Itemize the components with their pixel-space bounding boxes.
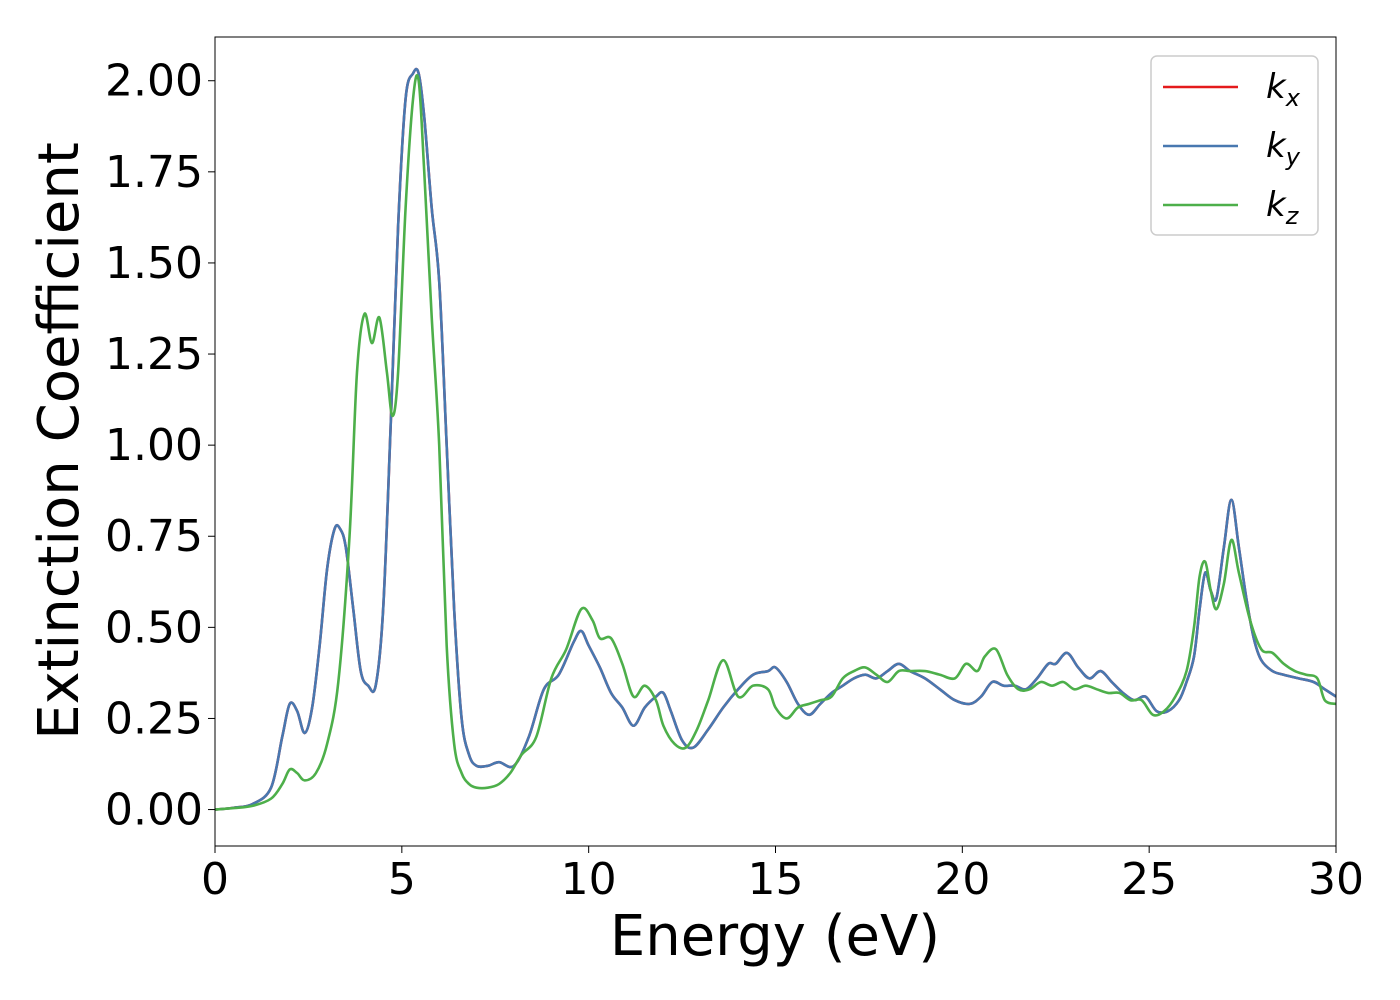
y-tick-label: 2.00 [105, 56, 203, 107]
y-tick-label: 0.00 [105, 785, 203, 836]
y-tick-label: 1.00 [105, 420, 203, 471]
y-tick-label: 1.75 [105, 147, 203, 198]
x-tick-label: 0 [201, 854, 229, 905]
series-line-kz [215, 74, 1336, 811]
legend-label-subscript: z [1285, 202, 1300, 230]
x-tick-label: 20 [934, 854, 990, 905]
y-tick-label: 0.50 [105, 602, 203, 653]
y-axis-label: Extinction Coefficient [27, 142, 92, 740]
legend-label-ky: ky [1266, 126, 1301, 171]
y-tick-label: 1.50 [105, 238, 203, 289]
legend-label-main: k [1266, 126, 1287, 166]
y-tick-label: 0.75 [105, 511, 203, 562]
legend-label-kz: kz [1266, 185, 1300, 230]
x-tick-label: 10 [561, 854, 617, 905]
x-tick-label: 5 [388, 854, 416, 905]
legend-label-subscript: y [1285, 143, 1301, 171]
y-tick-label: 1.25 [105, 329, 203, 380]
y-tick-label: 0.25 [105, 693, 203, 744]
x-tick-label: 15 [748, 854, 804, 905]
series-group [215, 67, 1336, 811]
legend-label-kx: kx [1266, 67, 1301, 112]
x-tick-label: 25 [1121, 854, 1177, 905]
ticks-layer: 0 5 10 15 20 25 30 0.00 0.25 0.50 0.75 1.00 1.25 1.50… [105, 56, 1364, 905]
legend-label-main: k [1266, 67, 1287, 107]
x-tick-label: 30 [1308, 854, 1364, 905]
x-axis-label: Energy (eV) [610, 904, 940, 969]
legend-label-main: k [1266, 185, 1287, 225]
legend-label-subscript: x [1285, 84, 1301, 112]
series-layer [215, 67, 1336, 811]
